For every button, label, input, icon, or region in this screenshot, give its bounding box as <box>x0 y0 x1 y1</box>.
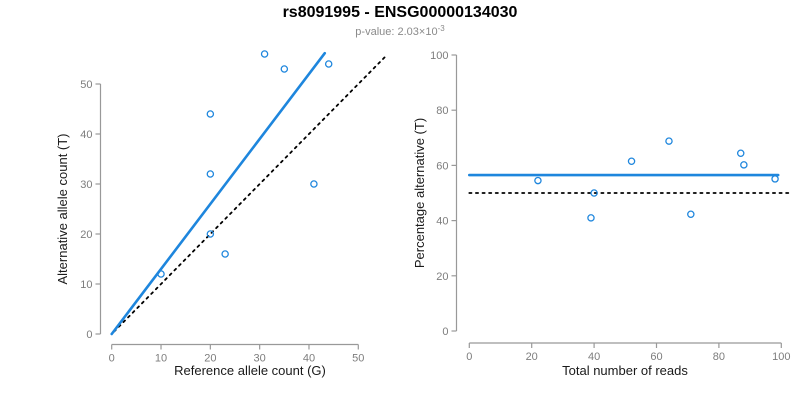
x-tick-label: 30 <box>254 353 266 365</box>
x-tick-label: 50 <box>352 353 364 365</box>
data-point <box>260 50 269 58</box>
x-tick-label: 0 <box>109 353 115 365</box>
data-point <box>206 170 215 178</box>
y-tick-label: 30 <box>80 179 92 191</box>
data-point <box>534 176 542 185</box>
data-point <box>627 157 636 166</box>
y-tick-label: 40 <box>80 129 92 141</box>
y-axis-title: Alternative allele count (T) <box>55 133 70 284</box>
data-point <box>736 149 745 158</box>
data-point <box>280 65 289 73</box>
data-point <box>310 180 318 188</box>
x-tick-label: 40 <box>303 353 315 365</box>
data-point <box>665 137 673 145</box>
y-tick-label: 20 <box>80 229 92 241</box>
x-tick-label: 0 <box>466 351 472 363</box>
data-point <box>587 214 595 222</box>
x-tick-label: 60 <box>650 351 662 363</box>
x-axis-title: Reference allele count (G) <box>174 363 326 378</box>
chart-title: rs8091995 - ENSG00000134030 <box>282 4 518 21</box>
x-tick-label: 10 <box>155 353 167 365</box>
y-tick-label: 100 <box>430 50 448 62</box>
identity-line <box>113 55 387 333</box>
x-tick-label: 20 <box>204 353 216 365</box>
x-tick-label: 80 <box>713 351 725 363</box>
chart-subtitle: p-value: 2.03×10-3 <box>0 24 800 38</box>
y-tick-label: 60 <box>436 160 448 172</box>
x-axis-title: Total number of reads <box>562 363 688 378</box>
fit-line <box>110 51 327 336</box>
data-point <box>687 210 695 219</box>
data-point <box>206 230 215 238</box>
y-tick-label: 80 <box>436 105 448 117</box>
data-point <box>206 110 215 118</box>
data-point <box>324 60 333 68</box>
y-axis-title: Percentage alternative (T) <box>412 118 427 268</box>
y-tick-label: 40 <box>436 216 448 228</box>
x-tick-label: 40 <box>588 351 600 363</box>
data-point <box>221 250 229 258</box>
y-tick-label: 0 <box>442 326 448 338</box>
x-tick-label: 100 <box>772 351 790 363</box>
data-point <box>157 270 165 278</box>
p-value-text: p-value: 2.03×10 <box>355 26 438 38</box>
y-tick-label: 50 <box>80 79 92 91</box>
y-tick-label: 0 <box>86 329 92 341</box>
data-point <box>590 189 598 197</box>
data-point <box>740 161 748 169</box>
p-value-exponent: -3 <box>437 24 445 33</box>
y-tick-label: 10 <box>80 279 92 291</box>
data-point <box>771 175 779 183</box>
x-tick-label: 20 <box>526 351 538 363</box>
y-tick-label: 20 <box>436 271 448 283</box>
